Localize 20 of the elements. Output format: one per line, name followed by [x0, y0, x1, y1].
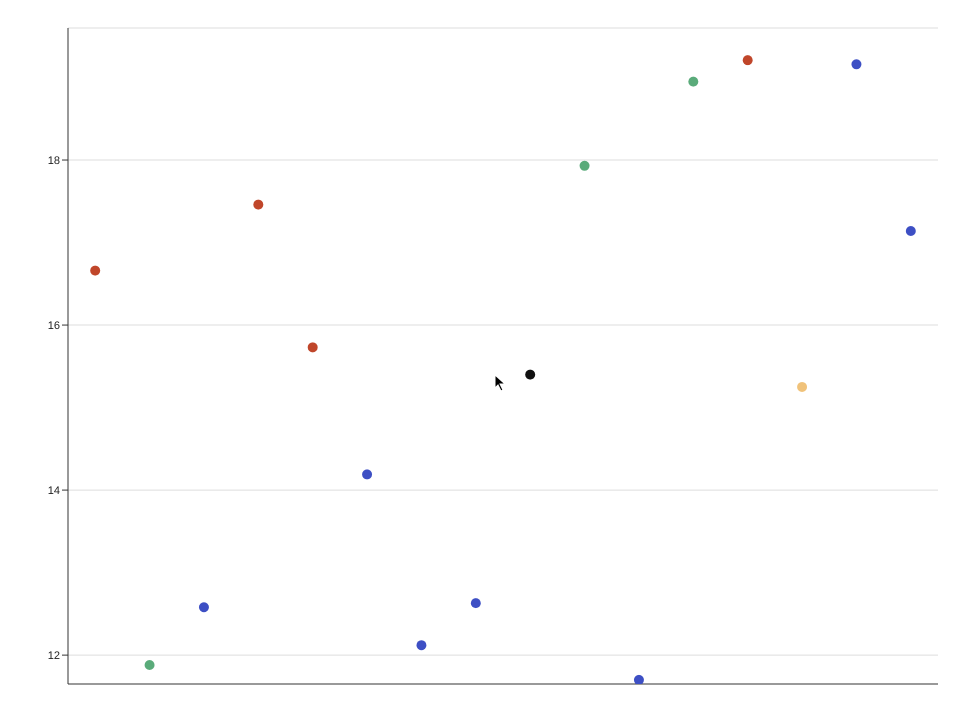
y-tick-label: 14 — [48, 484, 60, 497]
point — [906, 226, 916, 236]
y-tick-label: 16 — [48, 320, 60, 332]
point — [634, 674, 644, 684]
y-tick-label: 12 — [48, 650, 60, 662]
point — [362, 469, 372, 480]
point — [253, 200, 264, 210]
point — [797, 382, 808, 392]
point — [90, 266, 100, 276]
point — [851, 59, 862, 70]
point — [308, 342, 318, 352]
point — [144, 660, 155, 670]
point — [742, 55, 753, 66]
point — [198, 602, 209, 612]
point — [416, 640, 426, 650]
point — [525, 370, 536, 380]
point — [688, 76, 698, 87]
point — [470, 598, 481, 608]
point — [580, 160, 590, 171]
y-tick-label: 18 — [48, 154, 60, 167]
